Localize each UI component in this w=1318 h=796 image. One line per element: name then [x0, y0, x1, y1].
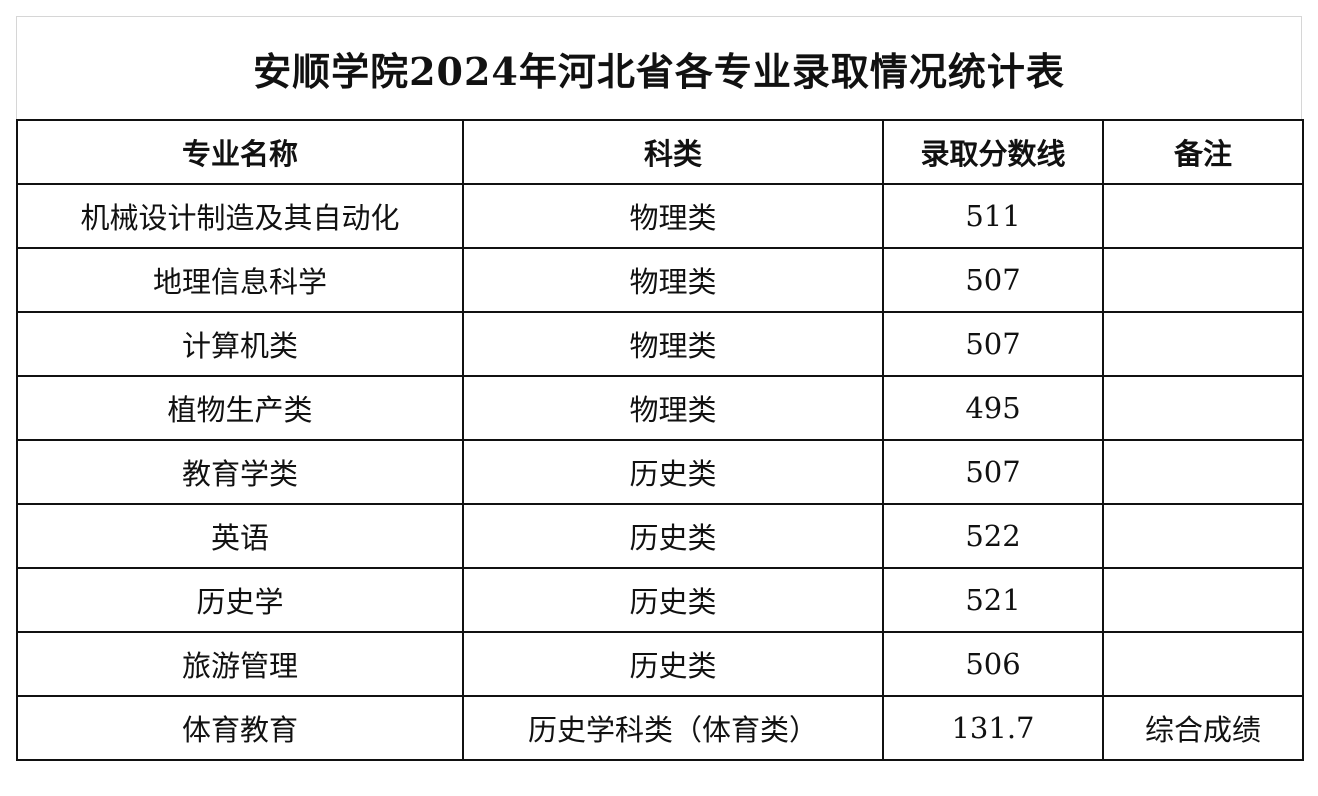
cell-score: 495 — [882, 375, 1104, 441]
cell-major: 机械设计制造及其自动化 — [16, 183, 464, 249]
cell-major: 计算机类 — [16, 311, 464, 377]
cell-category: 物理类 — [462, 183, 884, 249]
cell-note — [1102, 439, 1304, 505]
cell-category: 物理类 — [462, 311, 884, 377]
table-row: 教育学类 历史类 507 — [16, 439, 1304, 505]
table-row: 植物生产类 物理类 495 — [16, 375, 1304, 441]
cell-major: 地理信息科学 — [16, 247, 464, 313]
cell-score: 506 — [882, 631, 1104, 697]
page-title: 安顺学院2024年河北省各专业录取情况统计表 — [253, 48, 1065, 94]
table-row: 机械设计制造及其自动化 物理类 511 — [16, 183, 1304, 249]
cell-category: 历史类 — [462, 503, 884, 569]
cell-score: 507 — [882, 247, 1104, 313]
column-header-note: 备注 — [1102, 119, 1304, 185]
cell-score: 522 — [882, 503, 1104, 569]
cell-category: 历史类 — [462, 567, 884, 633]
cell-score: 131.7 — [882, 695, 1104, 761]
cell-major: 教育学类 — [16, 439, 464, 505]
cell-major: 旅游管理 — [16, 631, 464, 697]
header-row: 专业名称 科类 录取分数线 备注 — [16, 119, 1304, 185]
cell-note — [1102, 631, 1304, 697]
column-header-score: 录取分数线 — [882, 119, 1104, 185]
cell-major: 英语 — [16, 503, 464, 569]
cell-note: 综合成绩 — [1102, 695, 1304, 761]
admission-sheet: 安顺学院2024年河北省各专业录取情况统计表 专业名称 科类 录取分数线 备注 … — [16, 16, 1304, 761]
cell-score: 507 — [882, 439, 1104, 505]
cell-note — [1102, 375, 1304, 441]
table-row: 历史学 历史类 521 — [16, 567, 1304, 633]
cell-note — [1102, 247, 1304, 313]
title-row: 安顺学院2024年河北省各专业录取情况统计表 — [16, 16, 1302, 119]
table-row: 英语 历史类 522 — [16, 503, 1304, 569]
cell-category: 物理类 — [462, 247, 884, 313]
table-row: 体育教育 历史学科类（体育类） 131.7 综合成绩 — [16, 695, 1304, 761]
cell-note — [1102, 311, 1304, 377]
cell-category: 物理类 — [462, 375, 884, 441]
cell-score: 507 — [882, 311, 1104, 377]
cell-score: 521 — [882, 567, 1104, 633]
column-header-major: 专业名称 — [16, 119, 464, 185]
admission-table: 专业名称 科类 录取分数线 备注 机械设计制造及其自动化 物理类 511 地理信… — [16, 119, 1304, 761]
cell-note — [1102, 503, 1304, 569]
table-row: 计算机类 物理类 507 — [16, 311, 1304, 377]
cell-note — [1102, 567, 1304, 633]
cell-note — [1102, 183, 1304, 249]
cell-major: 体育教育 — [16, 695, 464, 761]
cell-major: 植物生产类 — [16, 375, 464, 441]
table-row: 地理信息科学 物理类 507 — [16, 247, 1304, 313]
table-row: 旅游管理 历史类 506 — [16, 631, 1304, 697]
cell-major: 历史学 — [16, 567, 464, 633]
cell-category: 历史类 — [462, 631, 884, 697]
cell-score: 511 — [882, 183, 1104, 249]
cell-category: 历史学科类（体育类） — [462, 695, 884, 761]
column-header-category: 科类 — [462, 119, 884, 185]
cell-category: 历史类 — [462, 439, 884, 505]
